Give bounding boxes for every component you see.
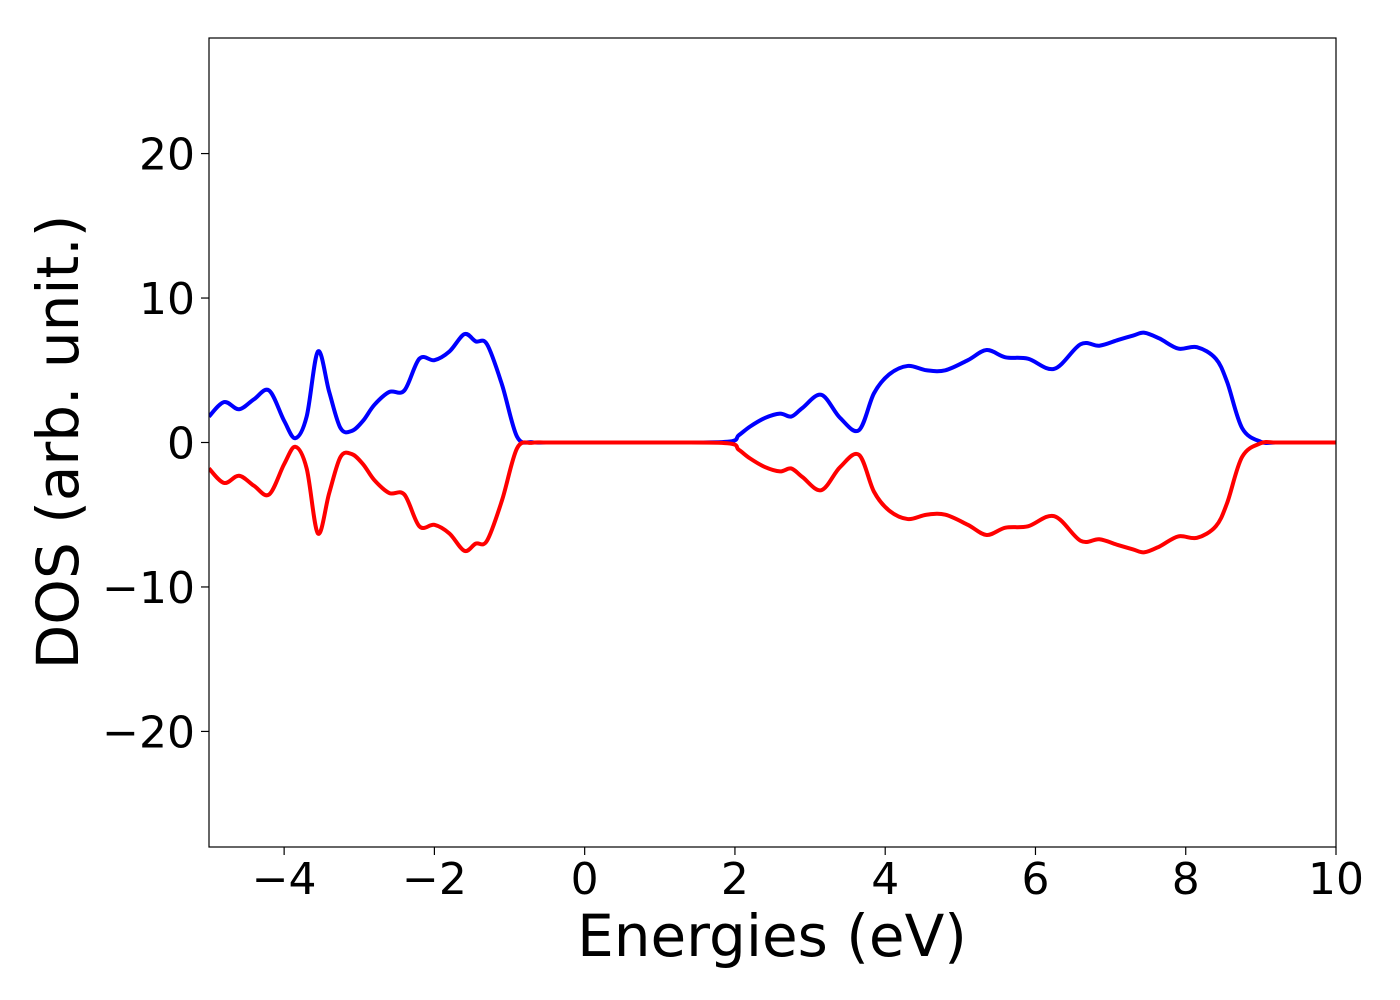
y-tick-label: −10 [102, 563, 195, 614]
x-axis-label: Energies (eV) [577, 902, 967, 970]
x-tick-label: 0 [571, 854, 599, 905]
y-axis: −20 −10 0 10 20 [102, 130, 209, 758]
x-tick-label: 4 [871, 854, 899, 905]
y-axis-label: DOS (arb. unit.) [24, 215, 92, 670]
y-tick-label: 0 [167, 419, 195, 470]
series-line-spin-up [209, 330, 1336, 446]
x-axis: −4 −2 0 2 4 6 8 10 [252, 847, 1364, 905]
x-tick-label: 6 [1021, 854, 1049, 905]
series-line-spin-down [209, 439, 1336, 555]
x-tick-label: 8 [1172, 854, 1200, 905]
x-tick-label: 10 [1308, 854, 1364, 905]
x-tick-label: −2 [402, 854, 467, 905]
series-layer [209, 330, 1336, 555]
y-tick-label: 20 [139, 130, 195, 181]
plot-frame [208, 37, 1337, 848]
x-tick-label: −4 [252, 854, 317, 905]
y-tick-label: 10 [139, 274, 195, 325]
x-tick-label: 2 [721, 854, 749, 905]
y-tick-label: −20 [102, 707, 195, 758]
